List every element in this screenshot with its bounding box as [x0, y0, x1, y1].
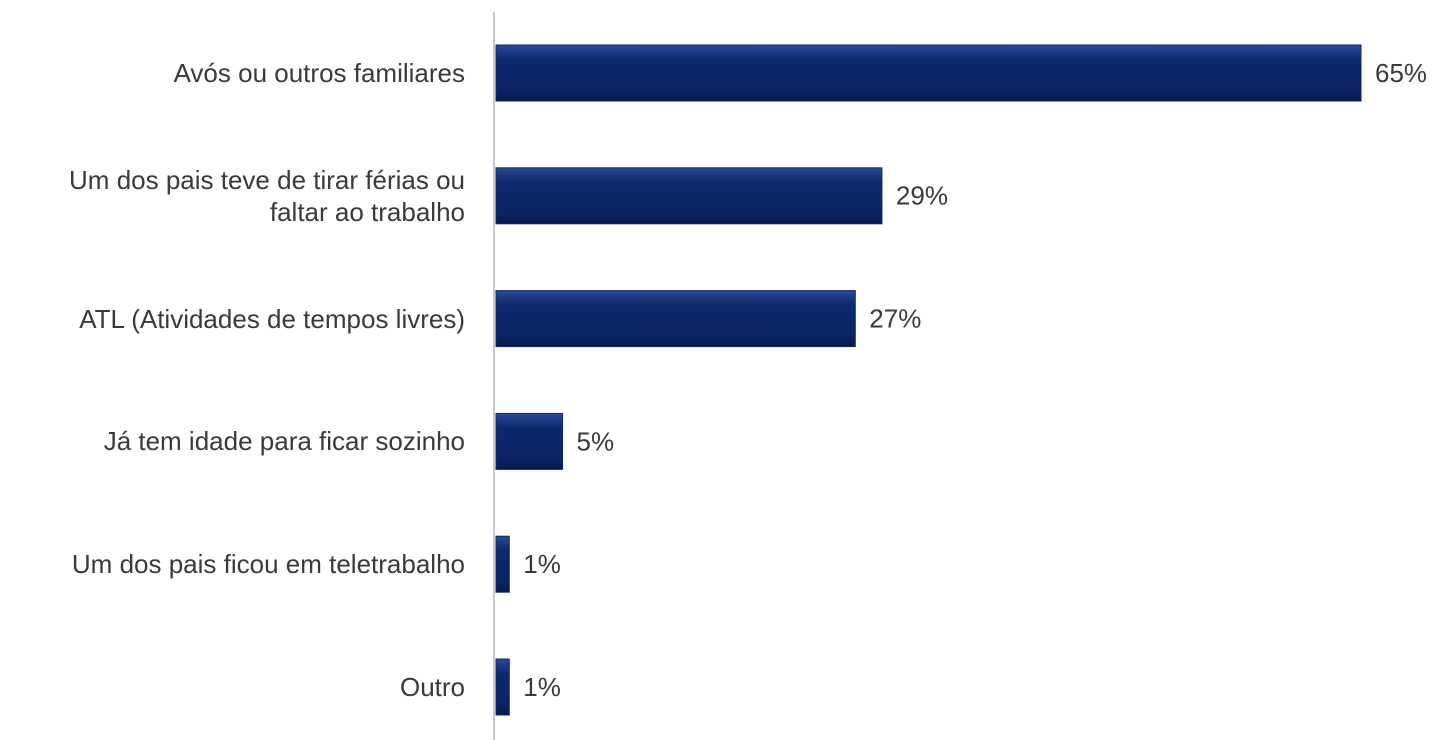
category-label: Outro	[399, 672, 465, 702]
bar	[495, 535, 510, 593]
category-label: Já tem idade para ficar sozinho	[103, 426, 465, 457]
value-label: 1%	[523, 549, 561, 579]
category-label: ATL (Atividades de tempos livres)	[79, 303, 465, 334]
bar	[495, 412, 564, 470]
value-label: 29%	[896, 181, 948, 211]
category-label: Um dos pais ficou em teletrabalho	[71, 549, 465, 580]
bar	[495, 658, 510, 716]
bar	[495, 167, 883, 225]
value-label: 65%	[1375, 58, 1427, 88]
category-label: Avós ou outros familiares	[173, 58, 465, 88]
value-label: 1%	[523, 672, 561, 702]
category-label: Um dos pais teve de tirar férias ou falt…	[69, 164, 465, 227]
value-label: 5%	[577, 426, 615, 456]
bar	[495, 44, 1362, 102]
value-label: 27%	[869, 303, 921, 333]
bar	[495, 290, 856, 348]
